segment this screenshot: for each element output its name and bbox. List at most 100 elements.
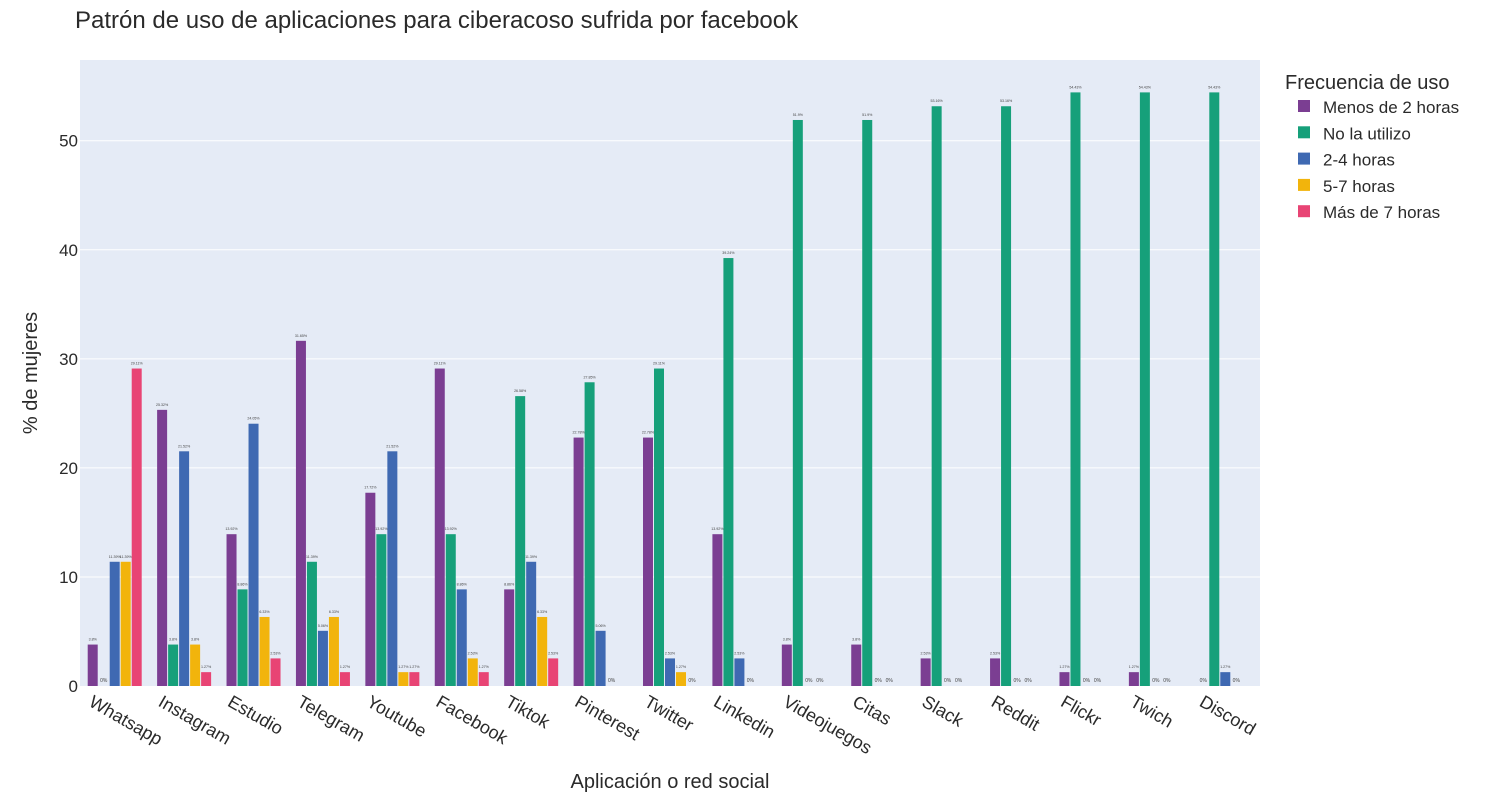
bar-value-label: 54.43% <box>1208 85 1221 89</box>
bar <box>201 672 212 686</box>
bar <box>1128 672 1139 686</box>
bar-value-label: 2.53% <box>921 651 932 655</box>
bar <box>295 340 306 686</box>
bar-value-label: 3.8% <box>169 638 178 642</box>
x-tick-label: Reddit <box>988 691 1043 734</box>
legend-item[interactable]: Menos de 2 horas <box>1298 98 1459 117</box>
bar-value-label: 8.86% <box>457 582 468 586</box>
bar <box>467 658 478 686</box>
y-axis-ticks: 0 10 20 30 40 50 <box>59 132 78 696</box>
bar-value-label: 13.92% <box>711 527 724 531</box>
y-tick-label: 0 <box>69 677 78 696</box>
bar <box>376 534 387 686</box>
bar-value-label: 51.9% <box>793 113 804 117</box>
bar <box>920 658 931 686</box>
x-tick-label: Discord <box>1196 691 1259 739</box>
bar-value-label: 0% <box>747 678 755 684</box>
bar-value-label: 27.85% <box>583 375 596 379</box>
bar <box>862 119 873 686</box>
bar <box>168 644 179 686</box>
bar-value-label: 11.39% <box>306 555 319 559</box>
bar-value-label: 13.92% <box>445 527 458 531</box>
bar-value-label: 0% <box>805 678 813 684</box>
bar <box>1220 672 1231 686</box>
legend-item[interactable]: No la utilizo <box>1298 124 1411 143</box>
bar <box>515 396 526 686</box>
x-tick-label: Facebook <box>433 691 512 748</box>
legend-label: No la utilizo <box>1323 124 1411 143</box>
x-tick-label: Youtube <box>363 691 430 741</box>
y-tick-label: 50 <box>59 132 78 151</box>
bar <box>259 616 270 686</box>
bar <box>190 644 201 686</box>
bar-value-label: 0% <box>875 678 883 684</box>
y-axis-label: % de mujeres <box>20 312 42 434</box>
bar <box>676 672 686 686</box>
bar-value-label: 54.43% <box>1069 85 1082 89</box>
bar-value-label: 1.27% <box>201 665 212 669</box>
y-tick-label: 20 <box>59 459 78 478</box>
bar-value-label: 1.27% <box>1059 665 1070 669</box>
bar-value-label: 53.16% <box>1000 99 1013 103</box>
bar <box>445 534 456 686</box>
bar <box>1059 672 1070 686</box>
bar <box>409 672 420 686</box>
bar <box>237 589 248 686</box>
x-tick-label: Flickr <box>1057 691 1104 730</box>
bar-value-label: 11.39% <box>109 555 122 559</box>
legend-item[interactable]: Más de 7 horas <box>1298 203 1440 222</box>
bar-value-label: 13.92% <box>375 527 388 531</box>
legend-item[interactable]: 2-4 horas <box>1298 151 1395 170</box>
bar-value-label: 51.9% <box>862 113 873 117</box>
bar-value-label: 0% <box>100 678 108 684</box>
x-tick-label: Tiktok <box>502 691 554 732</box>
bar <box>434 368 445 686</box>
bar <box>734 658 745 686</box>
bar-value-label: 6.33% <box>537 610 548 614</box>
bar <box>179 451 190 686</box>
bar-value-label: 3.8% <box>89 638 98 642</box>
x-tick-label: Pinterest <box>572 691 644 744</box>
x-tick-label: Slack <box>919 691 968 731</box>
bar <box>1001 106 1012 687</box>
legend-title: Frecuencia de uso <box>1285 72 1450 94</box>
bar-value-label: 0% <box>1083 678 1091 684</box>
gridlines <box>80 140 1260 578</box>
bar <box>328 616 339 686</box>
x-tick-label: Twich <box>1127 691 1177 731</box>
bars <box>87 92 1231 687</box>
bar <box>712 534 723 686</box>
y-tick-label: 30 <box>59 350 78 369</box>
bar-value-label: 0% <box>1013 678 1021 684</box>
bar-value-label: 2.53% <box>734 651 745 655</box>
bar <box>1209 92 1220 686</box>
bar-value-label: 29.11% <box>434 362 447 366</box>
bar-value-label: 3.8% <box>852 638 861 642</box>
bar <box>317 630 328 686</box>
bar-value-label: 1.27% <box>479 665 490 669</box>
bar-value-label: 0% <box>1094 678 1102 684</box>
bar <box>270 658 281 686</box>
bar <box>781 644 792 686</box>
bar <box>526 561 537 686</box>
bar-value-label: 21.52% <box>386 444 399 448</box>
legend-label: 5-7 horas <box>1323 177 1395 196</box>
bar-value-label: 2.53% <box>990 651 1001 655</box>
bar <box>478 672 489 686</box>
x-tick-label: Instagram <box>155 691 234 748</box>
y-tick-label: 10 <box>59 568 78 587</box>
bar-labels: 3.8% 25.32% 13.92% 31.65% 17.72% 29.11% 8.86% 2… <box>89 85 1241 684</box>
bar-value-label: 39.24% <box>722 251 735 255</box>
bar <box>365 492 376 686</box>
bar-value-label: 22.78% <box>572 431 585 435</box>
bar <box>573 437 584 686</box>
legend-item[interactable]: 5-7 horas <box>1298 177 1395 196</box>
bar <box>595 630 606 686</box>
bar <box>504 589 515 686</box>
x-axis-label: Aplicación o red social <box>571 771 770 793</box>
bar-value-label: 21.52% <box>178 444 191 448</box>
legend-swatch <box>1298 126 1310 139</box>
bar-value-label: 0% <box>944 678 952 684</box>
